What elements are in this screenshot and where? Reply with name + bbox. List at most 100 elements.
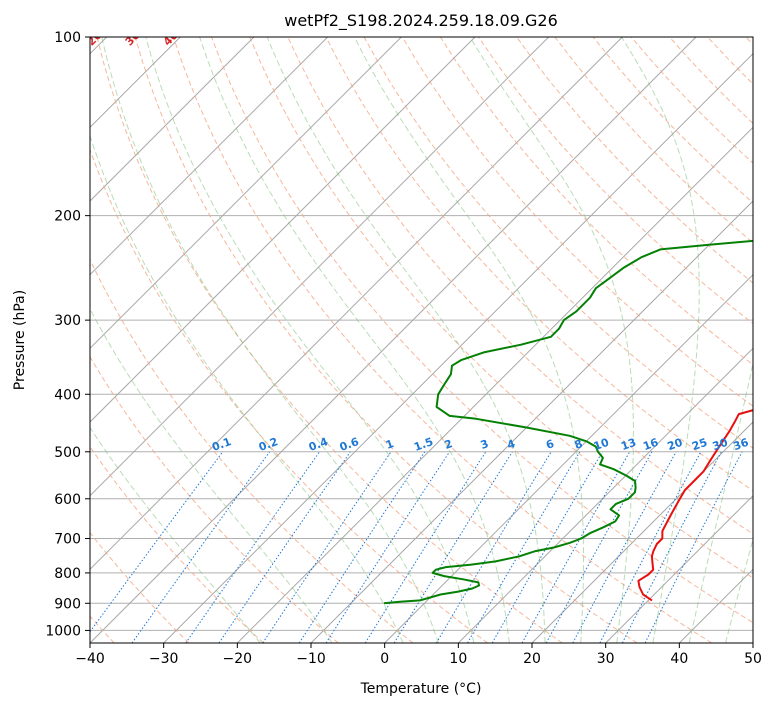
mixing-ratio-label: 13 <box>619 436 638 453</box>
plot-background <box>90 37 753 643</box>
mixing-ratio-label: 0.6 <box>338 435 361 454</box>
moist-adiabat-line <box>101 37 439 643</box>
mixing-ratio-line <box>644 451 743 643</box>
plot-frame <box>89 36 754 644</box>
dry-adiabat-line <box>249 37 753 579</box>
x-tick-label: −30 <box>149 651 179 667</box>
isotherm-line <box>90 37 550 497</box>
x-tick-label: −20 <box>223 651 253 667</box>
mixing-ratio-label: 20 <box>666 436 685 454</box>
mixing-ratio-line <box>325 451 451 643</box>
dry-adiabat-line <box>211 37 753 624</box>
isotherm-line <box>90 37 697 643</box>
isotherm-line <box>384 273 753 643</box>
mixing-ratio-line <box>218 451 351 643</box>
y-tick-label: 300 <box>54 313 81 329</box>
dewpoint-profile-line <box>383 239 753 605</box>
x-tick-label: −10 <box>296 651 326 667</box>
moist-adiabat-line <box>621 37 700 643</box>
dry-adiabat-label: 0 <box>11 31 26 46</box>
x-axis-label: Temperature (°C) <box>360 681 482 697</box>
mixing-ratio-line <box>621 451 722 643</box>
dry-adiabat-line <box>90 445 264 643</box>
isotherm-line <box>605 494 753 643</box>
x-tick-label: −40 <box>75 651 105 667</box>
mixing-ratio-label: 3 <box>479 437 491 452</box>
y-tick-label: 1000 <box>45 623 81 639</box>
isotherm-line <box>90 37 255 202</box>
isotherm-line <box>457 347 753 643</box>
moist-adiabat-line <box>90 134 404 643</box>
isotherm-line <box>90 37 329 276</box>
mixing-ratio-line <box>298 451 426 643</box>
profile-layer <box>383 239 753 605</box>
mixing-ratio-label: 16 <box>641 436 660 454</box>
mixing-ratio-label: 0.2 <box>257 435 280 454</box>
mixing-ratio-label: 1.5 <box>412 435 435 454</box>
moist-adiabat-line <box>199 37 510 643</box>
dry-adiabat-line <box>325 37 753 492</box>
x-tick-label: 10 <box>449 651 467 667</box>
y-tick-label: 400 <box>54 387 81 403</box>
mixing-ratio-label: 2 <box>443 437 455 452</box>
isotherm-line <box>531 421 753 643</box>
y-tick-label: 800 <box>54 566 81 582</box>
mixing-ratio-line <box>545 451 653 643</box>
moist-adiabat-line <box>469 37 634 643</box>
mixing-ratio-label: 25 <box>690 436 709 453</box>
dry-adiabat-line <box>439 37 753 366</box>
tick-layer: −40 −30 −20 −10 0 10 20 30 40 5010020030040050060… <box>45 30 762 667</box>
isotherm-line <box>90 37 623 571</box>
y-tick-label: 900 <box>54 596 81 612</box>
y-tick-label: 600 <box>54 492 81 508</box>
mixing-ratio-line <box>599 451 702 643</box>
isotherm-line <box>90 37 402 350</box>
moist-adiabat-line <box>266 37 546 643</box>
mixing-ratio-label: 10 <box>592 436 611 454</box>
mixing-ratio-label: 36 <box>732 436 751 454</box>
isotherm-line <box>752 642 753 643</box>
mixing-ratio-label: 0.1 <box>210 435 233 454</box>
dry-adiabat-line <box>90 355 339 643</box>
temperature-profile-line <box>637 409 753 602</box>
mixing-ratio-line <box>572 451 677 643</box>
mixing-ratio-line <box>435 451 552 643</box>
dry-adiabat-line <box>96 37 563 643</box>
moist-adiabat-line <box>145 37 475 643</box>
annotation-layer: 0.10.20.40.611.52346810131620253036-100-… <box>11 28 751 454</box>
y-tick-label: 700 <box>54 532 81 548</box>
dry-adiabat-line <box>401 37 753 407</box>
dry-adiabat-line <box>90 258 414 643</box>
mixing-ratio-line <box>393 451 513 643</box>
x-tick-label: 20 <box>523 651 541 667</box>
y-tick-label: 200 <box>54 209 81 225</box>
dry-adiabat-label: 40 <box>161 28 181 48</box>
mixing-ratio-line <box>131 451 271 643</box>
chart-title: wetPf2_S198.2024.259.18.09.G26 <box>284 11 558 31</box>
dry-adiabat-label: 30 <box>123 28 143 48</box>
mixing-ratio-label: 6 <box>544 437 556 452</box>
mixing-ratio-label: 8 <box>573 437 585 452</box>
mixing-ratio-label: 30 <box>711 436 730 454</box>
grid-layer <box>90 37 753 643</box>
y-axis-label: Pressure (hPa) <box>12 290 28 390</box>
isotherm-line <box>90 37 476 423</box>
mixing-ratio-label: 1 <box>384 437 396 452</box>
dry-adiabat-line <box>516 37 753 284</box>
moist-adiabat-line <box>90 426 261 643</box>
x-tick-label: 50 <box>744 651 762 667</box>
mixing-ratio-line <box>90 451 224 633</box>
dry-adiabat-line <box>172 37 712 643</box>
dry-adiabat-line <box>90 531 190 643</box>
dry-adiabat-label: 20 <box>85 28 105 48</box>
mixing-ratio-line <box>185 451 321 643</box>
mixing-ratio-label: 0.4 <box>307 435 330 454</box>
dry-adiabat-line <box>90 148 488 643</box>
isotherm-line <box>163 52 753 643</box>
x-tick-label: 0 <box>380 651 389 667</box>
y-tick-label: 500 <box>54 445 81 461</box>
mixing-ratio-line <box>262 451 392 643</box>
dry-adiabat-line <box>134 37 638 643</box>
mixing-ratio-line <box>521 451 631 643</box>
